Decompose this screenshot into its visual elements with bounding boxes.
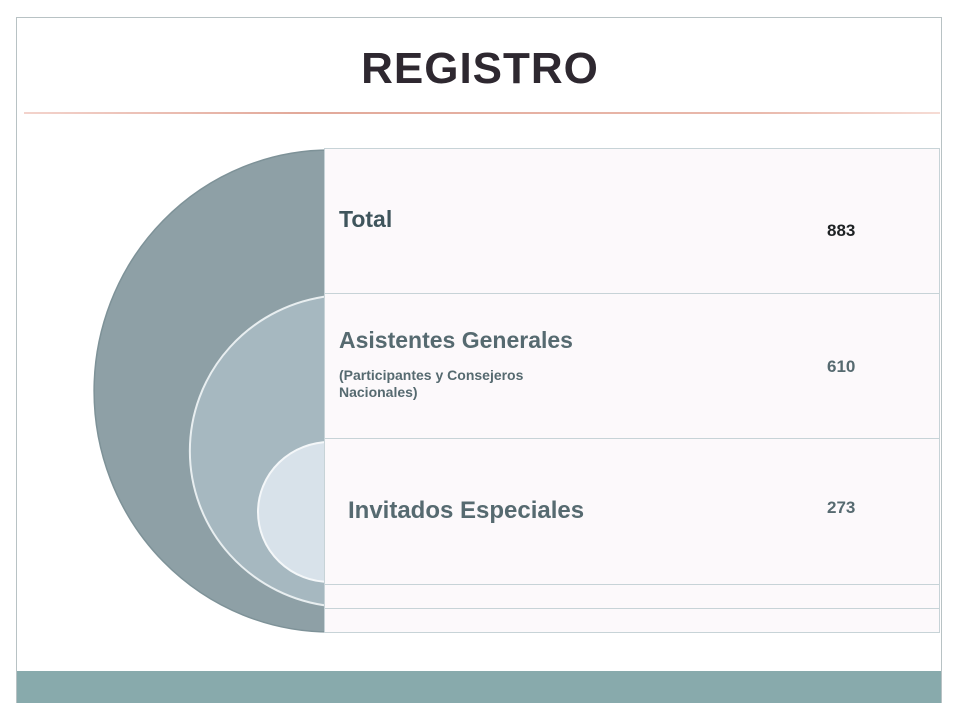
title-divider xyxy=(24,112,940,114)
row-sublabel-asistentes: (Participantes y Consejeros Nacionales) xyxy=(339,367,524,400)
row-label-total: Total xyxy=(339,206,393,232)
footer-bar xyxy=(17,671,941,703)
row-panel-asistentes xyxy=(324,293,940,439)
inner-arc-invitados xyxy=(257,440,331,584)
row-label-invitados: Invitados Especiales xyxy=(348,497,585,524)
row-value-total: 883 xyxy=(827,221,856,240)
slide-title: REGISTRO xyxy=(361,44,599,93)
row-value-invitados: 273 xyxy=(827,498,856,517)
row-panel-empty-2 xyxy=(324,608,940,633)
row-label-asistentes: Asistentes Generales xyxy=(339,327,573,353)
row-panel-invitados xyxy=(324,438,940,585)
row-value-asistentes: 610 xyxy=(827,357,856,376)
row-panel-empty-1 xyxy=(324,584,940,609)
row-panel-total xyxy=(324,148,940,294)
